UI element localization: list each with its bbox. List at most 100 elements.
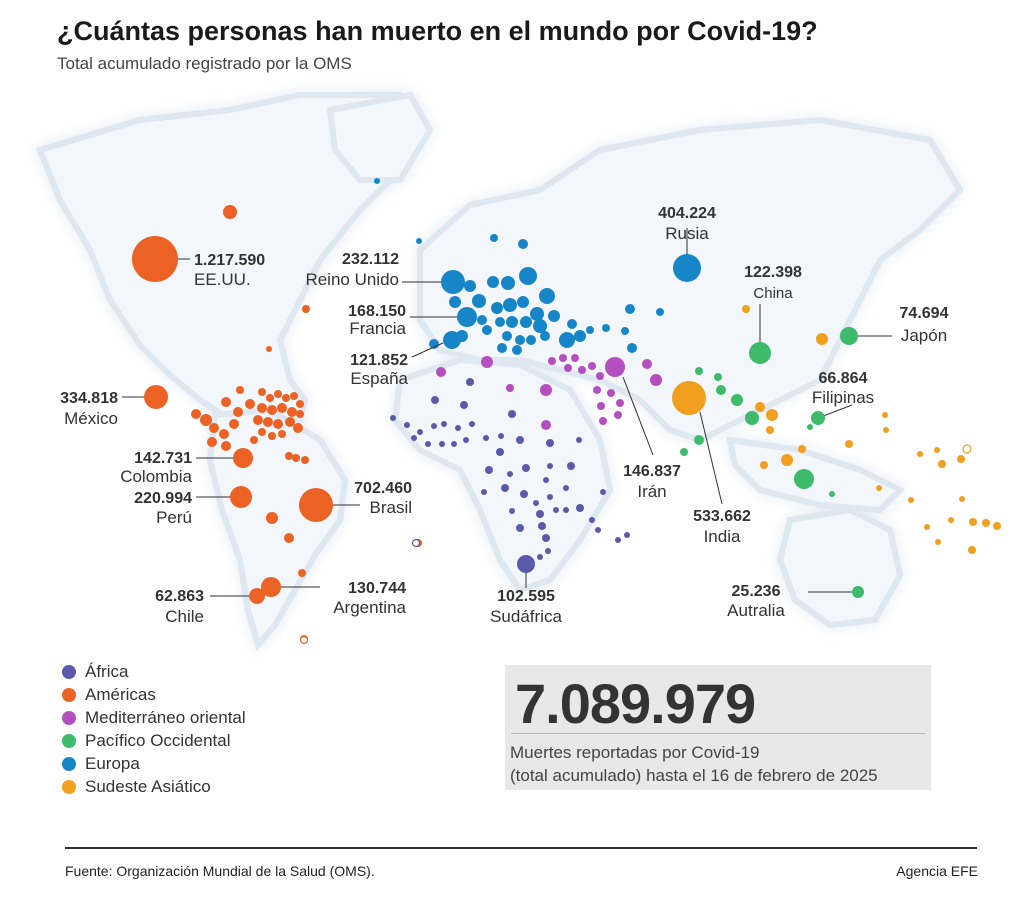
country-dot [766,426,774,434]
country-dot [934,447,940,453]
country-dot [731,394,743,406]
value-label-japon: 74.694 [900,305,949,322]
north-america-shape [35,92,424,429]
country-label-australia: Autralia [727,601,785,620]
country-dot [436,367,446,377]
country-dot [233,407,243,417]
country-dot [716,385,726,395]
country-label-eeuu: EE.UU. [194,270,251,289]
country-dot [536,510,544,518]
country-dot-reino-unido [441,270,465,294]
country-dot [491,302,503,314]
footer-divider [65,847,977,849]
country-dot [477,315,487,325]
country-dot [742,305,750,313]
country-dot-sudafrica [517,555,535,573]
country-dot [466,378,474,386]
country-label-japon: Japón [901,326,947,345]
country-dot [755,402,765,412]
country-dot [541,420,551,430]
country-dot [463,437,469,443]
country-dot-francia [457,307,477,327]
country-dot [207,437,217,447]
south-america-shape [206,406,349,652]
country-dot [515,335,525,345]
country-dot [547,463,553,469]
country-dot [455,425,461,431]
country-dot [296,410,304,418]
country-label-rusia: Rusia [665,224,709,243]
country-dot [578,366,586,374]
country-dot [522,464,530,472]
total-deaths-box: 7.089.979 Muertes reportadas por Covid-1… [505,665,931,790]
country-dot [695,367,703,375]
country-dot [209,423,219,433]
country-dot [219,429,229,439]
country-dot [258,388,266,396]
country-dot [417,429,423,435]
page-title: ¿Cuántas personas han muerto en el mundo… [57,16,818,46]
country-dot-peru [230,486,252,508]
country-dot [516,436,524,444]
value-label-sudafrica: 102.595 [497,588,555,605]
value-label-reino-unido: 232.112 [342,251,399,268]
country-dot [829,491,835,497]
country-dot [425,441,431,447]
country-dot [296,400,304,408]
country-dot [411,435,417,441]
total-desc-line-2: (total acumulado) hasta el 16 de febrero… [510,766,878,785]
country-dot [508,410,516,418]
country-dot [221,441,231,451]
country-dot [404,422,410,428]
leader-line-espana [411,342,444,358]
country-dot [968,546,976,554]
country-dot-argentina [261,577,281,597]
country-dot [576,504,584,512]
country-dot [656,308,664,316]
source-note: Fuente: Organización Mundial de la Salud… [65,863,375,879]
country-dot [845,440,853,448]
country-dot [431,423,437,429]
country-dot-japon [840,327,858,345]
country-dot [614,411,622,419]
country-dot [597,402,605,410]
country-dot [526,335,536,345]
country-dot [543,477,549,483]
country-label-iran: Irán [637,482,666,501]
value-label-china: 122.398 [744,264,802,281]
legend-dot [62,733,76,748]
country-dot [517,296,529,308]
total-deaths-value: 7.089.979 [515,672,756,735]
country-dot [277,403,287,413]
country-label-china: China [753,285,793,302]
country-dot [545,548,551,554]
legend-item-south-east-asia: Sudeste Asiático [62,775,246,798]
country-dot [547,494,553,500]
divider [511,733,925,734]
country-dot [533,500,539,506]
leader-line-iran [622,376,654,456]
country-label-mexico: México [64,409,118,428]
value-label-iran: 146.837 [623,463,681,480]
country-dot [390,415,396,421]
country-dot [298,569,306,577]
country-dot [431,396,439,404]
legend-label: Mediterráneo oriental [85,707,246,727]
country-dot [250,436,258,444]
country-dot [495,317,505,327]
value-label-brasil: 702.460 [354,480,412,497]
country-dot [567,319,577,329]
page-subtitle: Total acumulado registrado por la OMS [57,54,352,73]
country-dot-espana [443,331,461,349]
country-dot [563,485,569,491]
country-dot-mexico [144,385,168,409]
country-dot [464,280,476,292]
country-dot [520,316,532,328]
country-dot [487,276,499,288]
country-dot [540,384,552,396]
country-label-argentina: Argentina [333,598,406,617]
legend-dot [62,687,76,702]
country-dot [496,448,504,456]
country-dot [615,537,621,543]
country-dot [924,524,930,530]
